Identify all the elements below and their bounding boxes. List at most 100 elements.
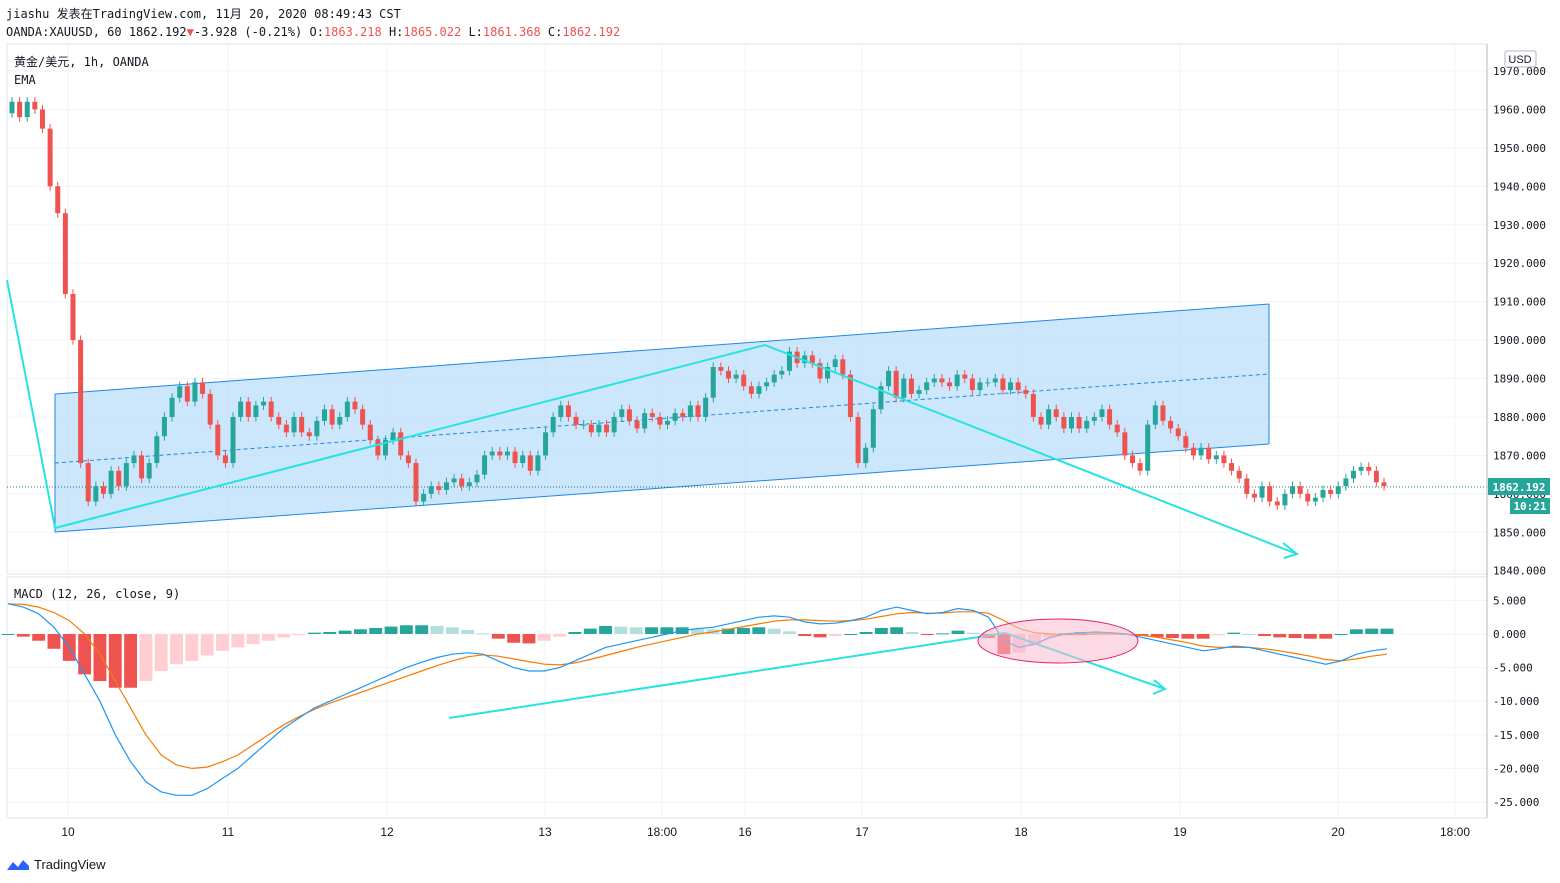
ema-overlay-label[interactable]: EMA — [14, 73, 36, 87]
candlestick-series — [9, 97, 1387, 510]
symbol-id: OANDA:XAUUSD, 60 — [6, 25, 122, 39]
macd-hist-bar — [262, 634, 275, 641]
publish-line: jiashu 发表在TradingView.com, 11月 20, 2020 … — [6, 7, 401, 21]
symbol-overlay[interactable]: 黄金/美元, 1h, OANDA — [14, 55, 149, 69]
macd-hist-bar — [583, 628, 597, 634]
candle-body — [489, 451, 495, 456]
candle-body — [17, 101, 23, 118]
time-tick-label: 12 — [380, 825, 394, 839]
candle-body — [238, 401, 244, 417]
candle-body — [535, 455, 541, 471]
macd-hist-bar — [476, 633, 490, 635]
macd-hist-bar — [338, 630, 352, 634]
candle-body — [1107, 409, 1113, 425]
candle-body — [398, 432, 404, 456]
macd-hist-bar — [384, 626, 398, 634]
macd-hist-bar — [1166, 634, 1179, 639]
candle-body — [9, 101, 15, 114]
macd-hist-bar — [920, 634, 934, 635]
macd-hist-bar — [874, 627, 888, 634]
price-tick-label: 1880.000 — [1493, 411, 1546, 424]
close-label: C: — [547, 25, 563, 39]
candle-body — [1312, 497, 1318, 502]
macd-hist-bar — [1150, 634, 1164, 638]
candle-body — [1282, 493, 1288, 506]
chart-grid — [6, 43, 1488, 819]
candle-body — [1015, 382, 1021, 391]
candle-body — [634, 420, 640, 429]
macd-hist-bar — [813, 634, 827, 638]
time-tick-label: 18:00 — [647, 825, 677, 839]
macd-hist-bar — [629, 627, 643, 634]
candle-body — [543, 432, 549, 456]
macd-hist-bar — [78, 634, 92, 675]
macd-hist-bar — [691, 628, 704, 634]
candle-body — [657, 416, 663, 425]
candle-body — [1145, 424, 1151, 471]
candle-body — [581, 424, 587, 426]
macd-hist-bar — [139, 634, 153, 682]
candle-body — [596, 424, 602, 433]
candle-body — [55, 186, 61, 214]
candle-body — [809, 355, 815, 364]
candle-body — [322, 409, 328, 421]
macd-highlight-ellipse — [977, 618, 1139, 664]
macd-hist-bar — [1288, 634, 1302, 639]
candle-body — [1351, 470, 1357, 479]
candle-body — [474, 474, 480, 483]
time-tick-label: 20 — [1331, 825, 1345, 839]
brand-name: TradingView — [34, 857, 106, 873]
macd-hist-bar — [1196, 634, 1210, 639]
countdown-badge-bg — [1510, 498, 1550, 514]
candle-body — [1244, 478, 1250, 494]
macd-hist-bar — [216, 634, 229, 651]
macd-hist-bar — [47, 634, 61, 649]
published-label: 发表在TradingView.com, — [56, 7, 209, 21]
macd-hist-bar — [905, 631, 919, 634]
macd-hist-bar — [1365, 628, 1379, 634]
candle-body — [962, 374, 968, 379]
candle-body — [1122, 432, 1128, 456]
candle-body — [1335, 486, 1341, 494]
macd-hist-bar — [231, 634, 245, 648]
candle-body — [1168, 420, 1174, 429]
candle-body — [703, 397, 709, 417]
candle-body — [245, 401, 251, 417]
macd-hist-bar — [767, 628, 781, 634]
price-tick-label: 1920.000 — [1493, 257, 1546, 270]
candle-body — [832, 359, 838, 367]
candle-body — [421, 493, 427, 502]
currency-badge: USD — [1508, 54, 1531, 66]
candle-body — [131, 455, 137, 464]
candle-body — [283, 424, 289, 433]
candle-body — [169, 397, 175, 417]
macd-hist-bar — [246, 634, 260, 645]
tradingview-brand[interactable]: TradingView — [6, 856, 106, 874]
candle-body — [85, 463, 91, 502]
candle-body — [161, 416, 167, 437]
macd-overlay-label[interactable]: MACD (12, 26, close, 9) — [14, 587, 181, 601]
candle-body — [222, 455, 228, 464]
candle-body — [710, 366, 716, 398]
candle-body — [116, 470, 122, 487]
candle-body — [573, 416, 579, 425]
candle-body — [825, 366, 831, 379]
candle-body — [901, 378, 907, 398]
low-label: L: — [468, 25, 483, 39]
candle-body — [878, 386, 884, 410]
candle-body — [527, 455, 533, 471]
time-tick-label: 19 — [1173, 825, 1187, 839]
candle-body — [299, 416, 305, 433]
candle-body — [459, 478, 465, 487]
candle-body — [1114, 424, 1120, 433]
candle-body — [512, 451, 518, 464]
candle-body — [70, 293, 76, 341]
price-badges: USD 1862.192 10:21 — [1488, 50, 1550, 514]
candle-body — [1023, 390, 1029, 394]
macd-hist-bar — [430, 625, 444, 634]
macd-hist-bar — [1303, 634, 1317, 639]
candle-body — [1251, 493, 1257, 498]
candle-body — [108, 470, 114, 494]
candle-body — [482, 455, 488, 475]
